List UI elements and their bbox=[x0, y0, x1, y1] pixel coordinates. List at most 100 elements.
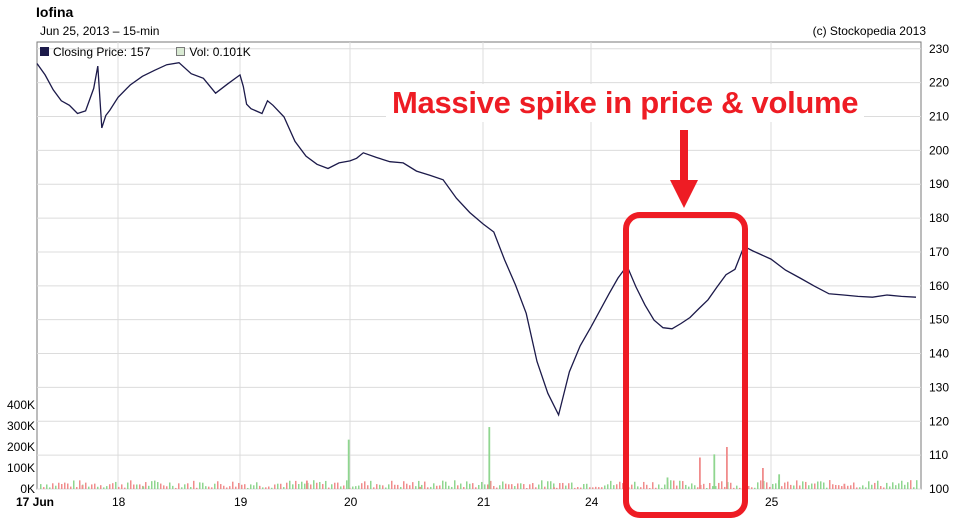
volume-bar bbox=[649, 487, 651, 489]
volume-bar bbox=[793, 485, 795, 489]
volume-bar bbox=[709, 483, 711, 489]
volume-bar bbox=[223, 485, 225, 489]
volume-bar bbox=[730, 482, 732, 489]
volume-bar bbox=[817, 481, 819, 489]
volume-bar bbox=[748, 485, 750, 489]
volume-bar bbox=[826, 487, 828, 489]
volume-bar bbox=[175, 487, 177, 489]
volume-bar bbox=[754, 487, 756, 489]
volume-bar bbox=[760, 480, 762, 489]
volume-bar bbox=[829, 480, 831, 489]
annotation-callout: Massive spike in price & volume bbox=[386, 84, 865, 122]
volume-bar bbox=[412, 482, 414, 489]
volume-bar bbox=[580, 487, 582, 489]
volume-bar bbox=[292, 484, 294, 489]
volume-bar bbox=[349, 487, 351, 489]
volume-bar bbox=[232, 481, 234, 489]
volume-bar bbox=[916, 480, 918, 489]
y-tick-label: 140 bbox=[929, 347, 949, 361]
volume-bar bbox=[529, 484, 531, 489]
volume-bar bbox=[556, 487, 558, 489]
volume-bar bbox=[442, 480, 444, 489]
volume-bar bbox=[478, 484, 480, 489]
volume-bar bbox=[421, 484, 423, 489]
volume-bar bbox=[340, 486, 342, 489]
volume-bar bbox=[220, 484, 222, 489]
volume-bar bbox=[703, 483, 705, 489]
chart-subtitle: Jun 25, 2013 – 15-min bbox=[40, 24, 160, 38]
volume-bar bbox=[640, 487, 642, 489]
volume-bar bbox=[166, 486, 168, 489]
volume-bar bbox=[666, 477, 669, 489]
volume-bar bbox=[355, 486, 357, 489]
volume-bar bbox=[259, 485, 261, 489]
volume-bar bbox=[319, 481, 321, 489]
volume-bar bbox=[280, 483, 282, 489]
volume-bar bbox=[388, 484, 390, 489]
volume-bar bbox=[496, 487, 498, 489]
volume-bar bbox=[661, 487, 663, 489]
volume-bar bbox=[715, 486, 717, 489]
volume-bar bbox=[310, 484, 312, 489]
volume-bar bbox=[415, 486, 417, 489]
volume-bar bbox=[238, 483, 240, 489]
volume-bar bbox=[757, 482, 759, 489]
volume-bar bbox=[433, 483, 435, 489]
volume-bar bbox=[244, 484, 246, 489]
volume-bar bbox=[436, 485, 438, 489]
volume-bar bbox=[772, 483, 774, 489]
volume-bar bbox=[46, 484, 48, 489]
volume-bar bbox=[373, 487, 375, 489]
volume-bar bbox=[541, 480, 543, 489]
volume-tick-label: 200K bbox=[7, 440, 35, 454]
volume-bar bbox=[337, 482, 339, 489]
volume-bar bbox=[493, 486, 495, 489]
volume-bar bbox=[535, 487, 537, 489]
volume-bar bbox=[370, 480, 372, 489]
volume-bar bbox=[733, 487, 735, 489]
volume-bar bbox=[61, 484, 63, 489]
volume-bar bbox=[808, 485, 810, 489]
volume-bar bbox=[697, 487, 699, 489]
volume-bar bbox=[892, 482, 894, 489]
volume-bar bbox=[172, 485, 174, 489]
volume-bar bbox=[895, 485, 897, 489]
volume-bar bbox=[418, 480, 420, 489]
volume-bar bbox=[184, 484, 186, 489]
volume-bar bbox=[460, 483, 462, 489]
volume-bar bbox=[472, 483, 474, 489]
volume-bar bbox=[250, 484, 252, 489]
volume-bar bbox=[805, 481, 807, 489]
volume-bar bbox=[316, 482, 318, 489]
volume-bar bbox=[325, 480, 327, 489]
volume-bar bbox=[169, 482, 171, 489]
y-tick-label: 200 bbox=[929, 143, 949, 157]
volume-bar bbox=[463, 487, 465, 489]
volume-bar bbox=[409, 485, 411, 489]
volume-bar bbox=[673, 480, 675, 489]
volume-bar bbox=[286, 482, 288, 489]
chart-title: Iofina bbox=[36, 4, 74, 20]
volume-bar bbox=[532, 483, 534, 489]
volume-bar bbox=[562, 482, 564, 489]
volume-bar bbox=[904, 484, 906, 489]
volume-bar bbox=[163, 485, 165, 489]
volume-bar bbox=[634, 481, 636, 489]
volume-bar bbox=[751, 487, 753, 489]
volume-bar bbox=[490, 480, 492, 489]
volume-bar bbox=[91, 484, 93, 489]
y-tick-label: 160 bbox=[929, 279, 949, 293]
volume-bar bbox=[358, 485, 360, 489]
volume-bar bbox=[142, 486, 145, 489]
volume-bar bbox=[331, 484, 333, 489]
volume-tick-label: 100K bbox=[7, 461, 35, 475]
volume-bar bbox=[718, 482, 720, 489]
volume-bar bbox=[347, 439, 350, 489]
volume-bar bbox=[619, 481, 621, 489]
volume-bar bbox=[538, 484, 540, 489]
volume-bar bbox=[229, 486, 231, 489]
volume-bar bbox=[133, 484, 135, 489]
volume-bar bbox=[187, 483, 189, 489]
volume-bar bbox=[196, 487, 198, 489]
volume-bar bbox=[713, 454, 716, 489]
